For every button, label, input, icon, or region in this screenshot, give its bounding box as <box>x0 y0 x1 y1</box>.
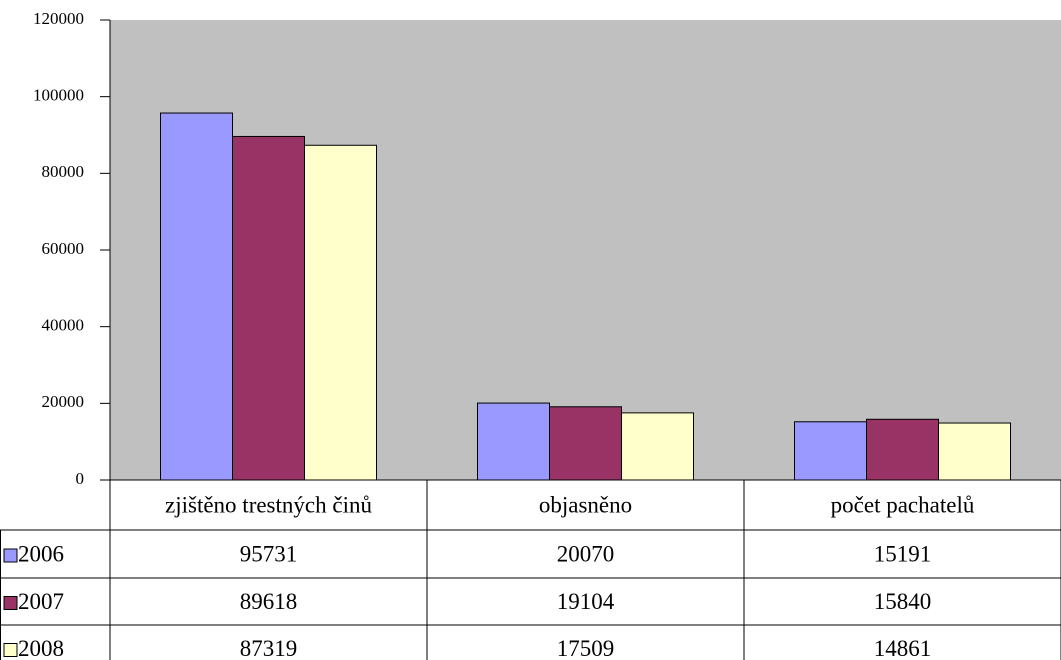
table-value: 89618 <box>240 589 298 614</box>
legend-key <box>3 548 18 563</box>
x-category-label: objasněno <box>539 492 632 517</box>
x-category-label: počet pachatelů <box>831 492 975 517</box>
y-tick-label: 0 <box>76 469 85 488</box>
table-value: 20070 <box>557 541 615 566</box>
y-tick-label: 80000 <box>42 162 85 181</box>
bar <box>549 406 622 481</box>
table-value: 15840 <box>874 589 932 614</box>
table-value: 14861 <box>874 636 932 660</box>
x-category-label: zjištěno trestných činů <box>165 492 372 517</box>
table-value: 87319 <box>240 636 298 660</box>
legend-label: 2007 <box>18 589 64 614</box>
y-tick-label: 40000 <box>42 316 85 335</box>
y-tick-label: 20000 <box>42 392 85 411</box>
legend-key <box>3 643 18 657</box>
bar <box>304 144 377 481</box>
y-tick-label: 100000 <box>33 86 84 105</box>
bar <box>160 112 233 481</box>
table-value: 95731 <box>240 541 298 566</box>
bar <box>938 422 1011 481</box>
legend-key <box>3 596 18 610</box>
bar <box>232 135 305 481</box>
y-tick-label: 120000 <box>33 9 84 28</box>
legend-label: 2006 <box>18 541 64 566</box>
bar <box>621 412 694 481</box>
y-tick-label: 60000 <box>42 239 85 258</box>
table-value: 15191 <box>874 541 932 566</box>
bar <box>866 418 939 481</box>
bar <box>794 421 867 481</box>
legend-label: 2008 <box>18 636 64 660</box>
bar <box>477 402 550 481</box>
table-value: 19104 <box>557 589 615 614</box>
table-value: 17509 <box>557 636 615 660</box>
